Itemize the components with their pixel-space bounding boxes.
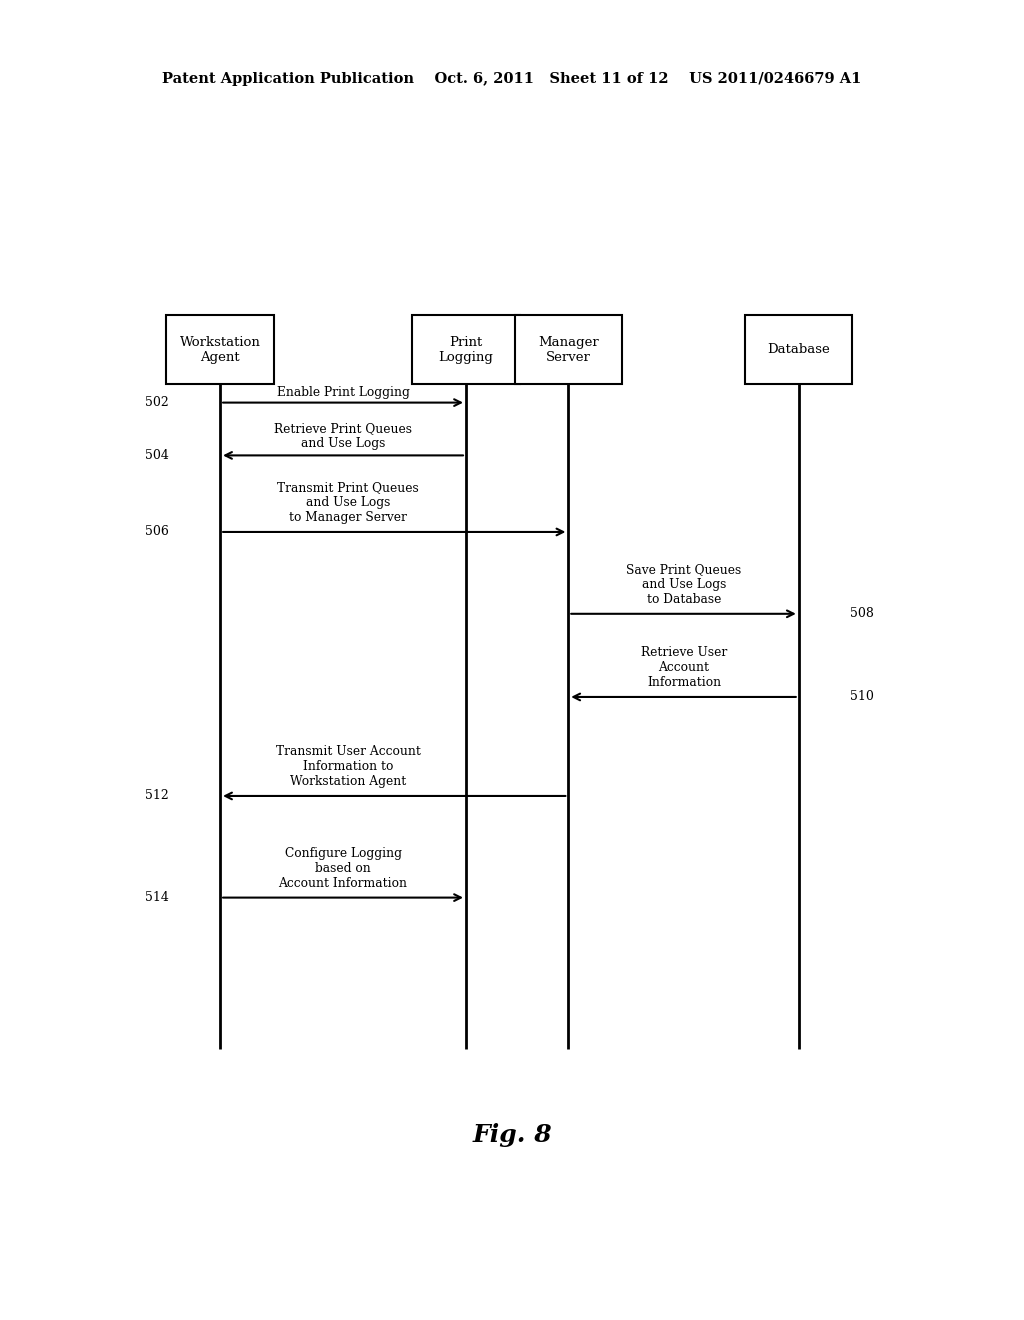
Text: Database: Database — [767, 343, 830, 356]
Text: Retrieve User
Account
Information: Retrieve User Account Information — [641, 645, 727, 689]
Text: Manager
Server: Manager Server — [538, 335, 599, 364]
Text: Retrieve Print Queues
and Use Logs: Retrieve Print Queues and Use Logs — [274, 422, 412, 450]
FancyBboxPatch shape — [166, 315, 274, 384]
Text: Configure Logging
based on
Account Information: Configure Logging based on Account Infor… — [279, 846, 408, 890]
Text: 502: 502 — [145, 396, 169, 409]
Text: 508: 508 — [850, 607, 873, 620]
Text: 504: 504 — [145, 449, 169, 462]
Text: Enable Print Logging: Enable Print Logging — [276, 385, 410, 399]
FancyBboxPatch shape — [745, 315, 852, 384]
Text: Save Print Queues
and Use Logs
to Database: Save Print Queues and Use Logs to Databa… — [627, 562, 741, 606]
Text: 510: 510 — [850, 690, 873, 704]
Text: 514: 514 — [145, 891, 169, 904]
FancyBboxPatch shape — [515, 315, 623, 384]
Text: Fig. 8: Fig. 8 — [472, 1123, 552, 1147]
Text: Transmit User Account
Information to
Workstation Agent: Transmit User Account Information to Wor… — [275, 744, 421, 788]
Text: Workstation
Agent: Workstation Agent — [180, 335, 260, 364]
Text: 512: 512 — [145, 789, 169, 803]
Text: Transmit Print Queues
and Use Logs
to Manager Server: Transmit Print Queues and Use Logs to Ma… — [278, 480, 419, 524]
Text: Print
Logging: Print Logging — [438, 335, 494, 364]
Text: Patent Application Publication    Oct. 6, 2011   Sheet 11 of 12    US 2011/02466: Patent Application Publication Oct. 6, 2… — [163, 73, 861, 86]
FancyBboxPatch shape — [412, 315, 520, 384]
Text: 506: 506 — [145, 525, 169, 539]
